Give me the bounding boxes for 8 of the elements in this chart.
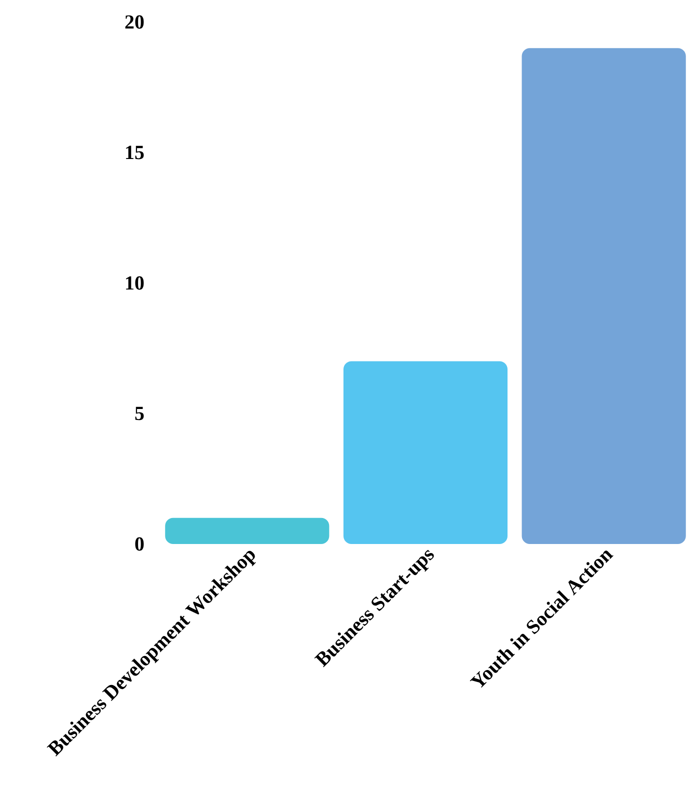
y-tick-label: 20: [125, 15, 144, 29]
y-tick-label: 0: [135, 537, 144, 551]
y-tick-label: 15: [126, 146, 144, 160]
y-tick-label: 5: [135, 406, 144, 420]
bar: [522, 48, 686, 544]
bar: [165, 518, 330, 544]
y-tick-label: 10: [126, 276, 144, 290]
bar: [343, 361, 508, 544]
